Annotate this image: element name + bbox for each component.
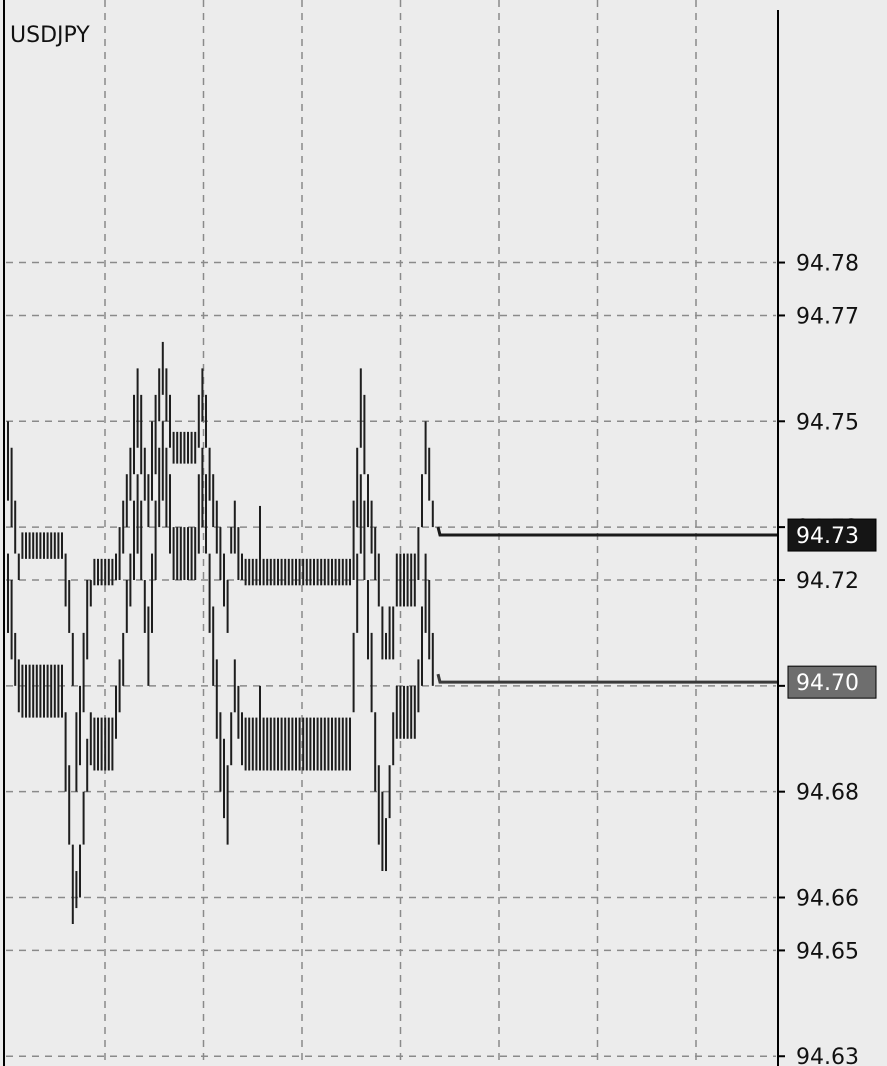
vertical-gridlines (104, 0, 697, 1066)
y-tick-label: 94.66 (796, 887, 859, 912)
current-price-line (436, 673, 778, 684)
y-tick-label: 94.72 (796, 569, 859, 594)
current-price-tag (787, 518, 877, 552)
current-price-tag (787, 665, 877, 699)
y-tick-label: 94.77 (796, 304, 859, 329)
y-tick-label: 94.75 (796, 410, 859, 435)
current-price-tag-label: 94.70 (796, 671, 859, 696)
current-price-lines (436, 526, 778, 684)
y-tick-label: 94.65 (796, 939, 859, 964)
horizontal-gridlines (6, 261, 776, 1057)
y-tick-label: 94.78 (796, 252, 859, 277)
current-price-tags: 94.73 94.70 (787, 518, 877, 699)
chart-title: USDJPY (10, 23, 90, 48)
y-tick-label: 94.63 (796, 1045, 859, 1066)
current-price-tag-label: 94.73 (796, 524, 859, 549)
y-tick-label: 94.68 (796, 781, 859, 806)
price-bars (7, 341, 434, 924)
current-price-line (436, 526, 778, 537)
